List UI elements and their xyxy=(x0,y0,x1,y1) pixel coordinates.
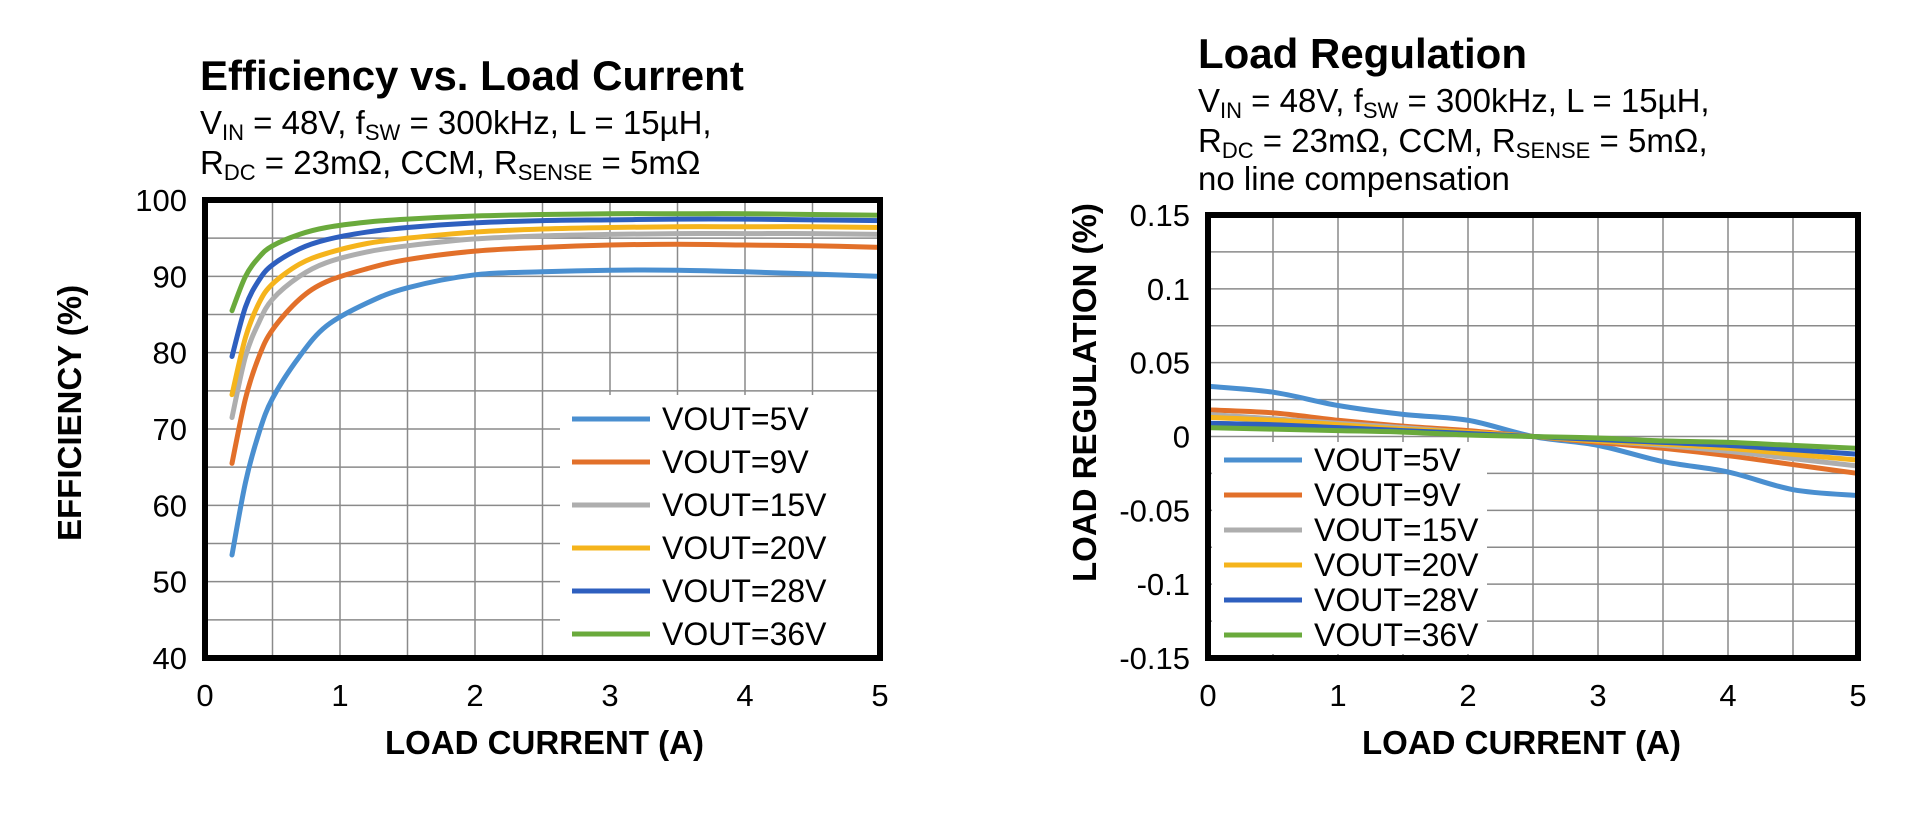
efficiency-chart: Efficiency vs. Load Current VIN = 48V, f… xyxy=(51,52,889,761)
legend-label: VOUT=5V xyxy=(662,401,809,437)
chart-conditions-line1: VIN = 48V, fSW = 300kHz, L = 15µH, xyxy=(1198,82,1710,123)
x-tick-label: 4 xyxy=(736,678,753,713)
x-tick-label: 5 xyxy=(1849,678,1866,713)
y-tick-label: 80 xyxy=(153,336,187,371)
x-tick-label: 3 xyxy=(1589,678,1606,713)
chart-conditions-line2: RDC = 23mΩ, CCM, RSENSE = 5mΩ xyxy=(200,144,701,185)
legend-box xyxy=(1212,442,1487,654)
x-tick-label: 3 xyxy=(601,678,618,713)
legend-label: VOUT=9V xyxy=(662,444,809,480)
legend-label: VOUT=36V xyxy=(1314,617,1479,653)
y-tick-label: 60 xyxy=(153,488,187,523)
chart-conditions-line3: no line compensation xyxy=(1198,160,1510,197)
y-tick-label: -0.1 xyxy=(1137,567,1190,602)
x-axis-title: LOAD CURRENT (A) xyxy=(1362,724,1681,761)
x-tick-label: 4 xyxy=(1719,678,1736,713)
y-axis-title: LOAD REGULATION (%) xyxy=(1066,203,1103,582)
legend-label: VOUT=28V xyxy=(1314,582,1479,618)
legend-label: VOUT=36V xyxy=(662,616,827,652)
x-tick-label: 0 xyxy=(1199,678,1216,713)
y-tick-label: 90 xyxy=(153,259,187,294)
legend-label: VOUT=9V xyxy=(1314,477,1461,513)
plot-frame xyxy=(1205,212,1861,661)
series-line xyxy=(229,211,883,314)
legend-label: VOUT=15V xyxy=(662,487,827,523)
y-tick-label: 50 xyxy=(153,565,187,600)
chart-conditions-line1: VIN = 48V, fSW = 300kHz, L = 15µH, xyxy=(200,104,712,145)
series-line xyxy=(229,224,883,398)
series-line xyxy=(1205,425,1861,451)
load-regulation-plot: VOUT=5VVOUT=9VVOUT=15VVOUT=20VVOUT=28VVO… xyxy=(1119,198,1866,713)
efficiency-plot: VOUT=5V VOUT=9V VOUT=15V VOUT=20V VOUT=28V VO… xyxy=(135,183,888,713)
legend-label: VOUT=28V xyxy=(662,573,827,609)
chart-title: Efficiency vs. Load Current xyxy=(200,52,744,99)
series-line xyxy=(229,241,883,466)
x-tick-label: 0 xyxy=(196,678,213,713)
y-tick-label: 0.15 xyxy=(1130,198,1190,233)
x-tick-label: 2 xyxy=(466,678,483,713)
chart-conditions-line2: RDC = 23mΩ, CCM, RSENSE = 5mΩ, xyxy=(1198,122,1708,163)
y-tick-label: -0.05 xyxy=(1119,493,1190,528)
chart-title: Load Regulation xyxy=(1198,30,1527,77)
y-tick-label: 0.1 xyxy=(1147,272,1190,307)
plot-frame xyxy=(202,197,883,661)
x-tick-label: 5 xyxy=(871,678,888,713)
y-tick-label: 100 xyxy=(135,183,187,218)
x-tick-label: 2 xyxy=(1459,678,1476,713)
series-line xyxy=(229,216,883,359)
y-axis-title: EFFICIENCY (%) xyxy=(51,284,88,541)
y-tick-label: 0 xyxy=(1173,420,1190,455)
series-line xyxy=(229,231,883,421)
series-line xyxy=(229,267,883,558)
load-regulation-chart: Load Regulation VIN = 48V, fSW = 300kHz,… xyxy=(960,0,1920,814)
legend-label: VOUT=20V xyxy=(662,530,827,566)
legend-label: VOUT=20V xyxy=(1314,547,1479,583)
legend-box xyxy=(560,395,878,655)
y-tick-label: 70 xyxy=(153,412,187,447)
x-axis-title: LOAD CURRENT (A) xyxy=(385,724,704,761)
y-tick-label: -0.15 xyxy=(1119,641,1190,676)
legend-label: VOUT=5V xyxy=(1314,442,1461,478)
x-tick-label: 1 xyxy=(331,678,348,713)
legend-label: VOUT=15V xyxy=(1314,512,1479,548)
y-tick-label: 40 xyxy=(153,641,187,676)
y-tick-label: 0.05 xyxy=(1130,346,1190,381)
x-tick-label: 1 xyxy=(1329,678,1346,713)
